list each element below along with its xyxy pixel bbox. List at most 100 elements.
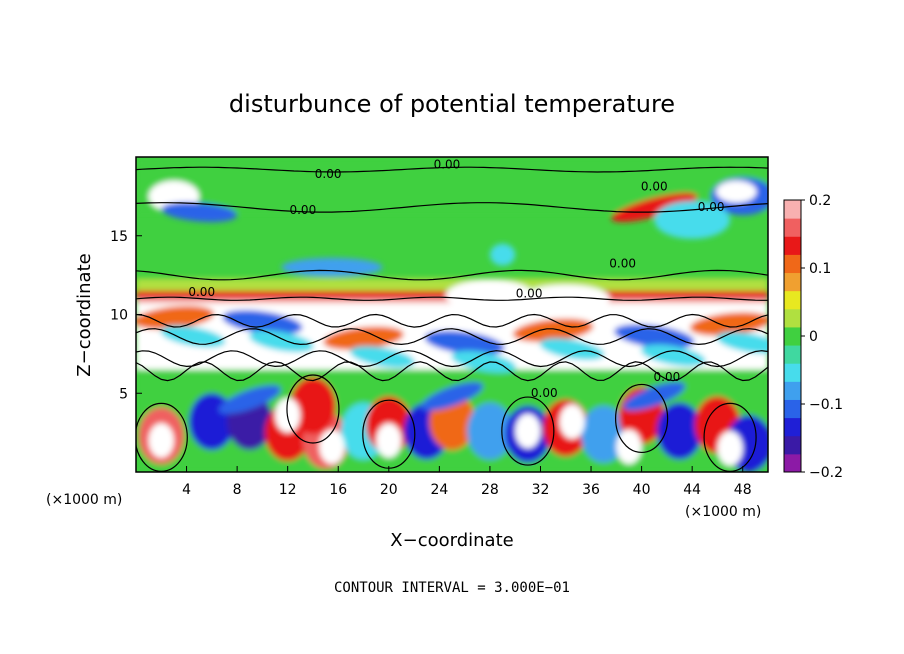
- field-blob: [290, 377, 336, 435]
- contour-labels: 0.00 0.00 0.00 0.00 0.00 0.00 0.00 0.00 0.00 0.00: [188, 157, 725, 400]
- x-axis-ticks: 4 8 12 16 20 24 28 32 36 40 44 48: [182, 466, 752, 498]
- x-tick-label: 4: [182, 482, 191, 498]
- field-shading: [136, 157, 768, 472]
- field-band: [136, 278, 768, 291]
- field-blob: [218, 385, 281, 414]
- contour-loop: [501, 396, 555, 466]
- y-tick-label: 15: [110, 229, 128, 245]
- x-tick-label: 36: [582, 482, 600, 498]
- field-blob: [420, 382, 484, 411]
- colorbar: [783, 199, 802, 473]
- colorbar-swatch: [784, 308, 801, 328]
- x-tick-label: 24: [430, 482, 448, 498]
- field-blob: [689, 312, 768, 336]
- contour-label: 0.00: [289, 203, 316, 217]
- contour-line: [136, 313, 768, 328]
- field-blob: [161, 202, 237, 223]
- field-blob: [716, 331, 768, 354]
- colorbar-swatch: [784, 200, 801, 219]
- contour-line: [136, 166, 768, 173]
- field-blob: [521, 284, 610, 313]
- field-blob: [716, 180, 757, 203]
- colorbar-tick-label: −0.1: [809, 397, 843, 413]
- x-tick-label: 16: [329, 482, 347, 498]
- field-blob: [623, 382, 686, 411]
- colorbar-swatch: [784, 272, 801, 292]
- field-blob: [160, 325, 226, 348]
- contour-label: 0.00: [434, 157, 461, 171]
- contour-label: 0.00: [188, 285, 215, 299]
- field-blob: [489, 243, 516, 266]
- field-blob: [559, 404, 585, 439]
- colorbar-swatch: [784, 236, 801, 255]
- colorbar-tick-label: 0.1: [809, 261, 831, 277]
- field-blob: [376, 423, 402, 458]
- contour-line: [136, 202, 768, 213]
- contour-label: 0.00: [698, 200, 725, 214]
- colorbar-swatch: [784, 381, 801, 400]
- field-blob: [350, 346, 415, 368]
- y-axis-ticks: 5 10 15: [110, 229, 142, 402]
- y-tick-label: 5: [119, 386, 128, 402]
- field-blob: [445, 279, 535, 312]
- field-blob: [640, 344, 706, 367]
- colorbar-tick-label: 0.2: [809, 193, 831, 209]
- x-tick-label: 20: [380, 482, 398, 498]
- colorbar-swatch: [784, 290, 801, 310]
- contour-loop: [614, 383, 669, 454]
- field-blob: [614, 324, 695, 349]
- field-blob: [515, 413, 541, 449]
- field-blob: [424, 330, 505, 356]
- colorbar-swatch: [784, 326, 801, 346]
- contour-loop: [286, 374, 340, 444]
- colorbar-swatch: [784, 435, 801, 455]
- y-axis-label: Z−coordinate: [74, 253, 95, 376]
- x-tick-label: 28: [481, 482, 499, 498]
- y-tick-label: 10: [110, 308, 128, 324]
- field-blob: [654, 201, 731, 239]
- field-blob: [148, 423, 174, 458]
- field-blob: [611, 192, 698, 223]
- contour-lines: [136, 166, 768, 472]
- contour-line: [136, 328, 768, 346]
- field-blob: [136, 305, 215, 330]
- x-unit-label: (×1000 m): [685, 504, 761, 520]
- field-blob: [451, 350, 517, 373]
- colorbar-tick-labels: 0.2 0.1 0 −0.1 −0.2: [801, 193, 843, 481]
- colorbar-swatch: [784, 345, 801, 364]
- contour-line: [136, 296, 768, 301]
- x-tick-label: 8: [233, 482, 242, 498]
- x-tick-label: 32: [532, 482, 550, 498]
- field-blob: [539, 338, 605, 361]
- field-blob: [281, 257, 383, 277]
- colorbar-swatch: [784, 218, 801, 237]
- plot-area: [136, 157, 768, 472]
- field-blob: [467, 402, 513, 460]
- colorbar-swatch: [784, 363, 801, 382]
- contour-label: 0.00: [315, 167, 342, 181]
- x-tick-label: 44: [683, 482, 701, 498]
- contour-label: 0.00: [609, 257, 636, 271]
- colorbar-swatch: [784, 417, 801, 437]
- contour-line: [136, 361, 768, 382]
- chart-title: disturbunce of potential temperature: [229, 90, 675, 118]
- x-tick-label: 48: [734, 482, 752, 498]
- field-blob: [319, 429, 345, 465]
- contour-label: 0.00: [531, 386, 558, 400]
- y-unit-label: (×1000 m): [46, 492, 122, 508]
- contour-label: 0.00: [641, 180, 668, 194]
- contour-line: [136, 350, 768, 368]
- x-tick-label: 40: [633, 482, 651, 498]
- field-blob: [248, 330, 314, 353]
- field-blob: [222, 310, 303, 335]
- contour-label: 0.00: [516, 287, 543, 301]
- field-blob: [323, 326, 404, 350]
- contour-line: [136, 269, 768, 281]
- field-blob: [717, 431, 743, 466]
- field-blob: [616, 429, 642, 465]
- contour-label: 0.00: [654, 370, 681, 384]
- x-axis-label: X−coordinate: [390, 530, 513, 551]
- colorbar-tick-label: −0.2: [809, 465, 843, 481]
- x-tick-label: 12: [279, 482, 297, 498]
